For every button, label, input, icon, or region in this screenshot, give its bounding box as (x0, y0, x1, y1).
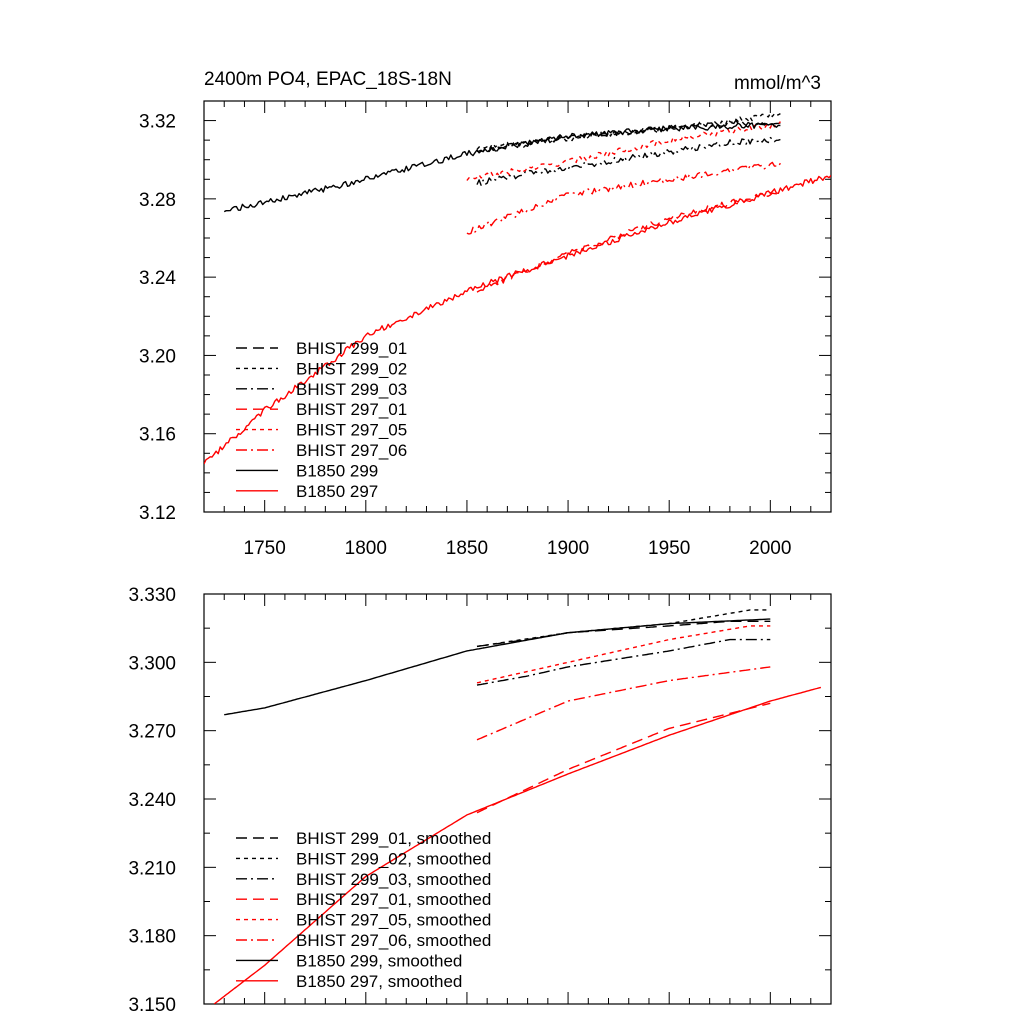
series-line (476, 638, 771, 686)
y-tick-label: 3.270 (128, 722, 176, 743)
series-line (466, 121, 781, 181)
legend-label: BHIST 299_02 (296, 359, 407, 378)
units-label: mmol/m^3 (734, 73, 821, 94)
series-line (476, 620, 771, 648)
series-line (476, 702, 771, 814)
series-line (204, 174, 831, 465)
series-line (224, 618, 771, 716)
x-tick-label: 1900 (547, 538, 589, 559)
series-group (204, 112, 831, 465)
y-tick-label: 3.24 (139, 268, 176, 289)
series-line (466, 161, 782, 235)
y-tick-label: 3.210 (128, 858, 176, 879)
legend-label: BHIST 297_06, smoothed (296, 931, 491, 950)
series-line (213, 686, 822, 1004)
legend-label: BHIST 299_01 (296, 339, 407, 358)
legend-label: B1850 297, smoothed (296, 972, 462, 991)
legend-label: BHIST 297_05 (296, 421, 407, 440)
legend-label: BHIST 297_06 (296, 441, 407, 460)
y-tick-label: 3.20 (139, 346, 176, 367)
legend-label: BHIST 299_03, smoothed (296, 870, 491, 889)
legend-label: BHIST 299_01, smoothed (296, 829, 491, 848)
legend-label: BHIST 299_03 (296, 380, 407, 399)
x-tick-label: 1950 (648, 538, 690, 559)
y-tick-label: 3.28 (139, 190, 176, 211)
x-tick-label: 1850 (446, 538, 488, 559)
y-tick-label: 3.32 (139, 112, 176, 133)
x-tick-label: 1750 (244, 538, 286, 559)
plot-frame (203, 100, 832, 513)
top-panel: 1750 1800 1850 1900 1950 2000 3.12 3.16 3.20 3.24… (139, 69, 832, 559)
x-tick-label: 1800 (345, 538, 387, 559)
series-line (223, 122, 781, 213)
x-tick-label: 2000 (749, 538, 791, 559)
bottom-panel: 3.150 3.180 3.210 3.240 3.270 3.300 3.330 BHIST… (128, 585, 832, 1016)
series-line (476, 190, 781, 293)
legend-label: B1850 299, smoothed (296, 951, 462, 970)
y-tick-label: 3.16 (139, 425, 176, 446)
legend-label: B1850 299 (296, 461, 378, 480)
series-line (476, 136, 781, 186)
y-tick-label: 3.330 (128, 585, 176, 606)
legend-label: BHIST 299_02, smoothed (296, 849, 491, 868)
legend-label: B1850 297 (296, 482, 378, 501)
y-tick-label: 3.180 (128, 927, 176, 948)
legend-label: BHIST 297_01 (296, 400, 407, 419)
legend-label: BHIST 297_01, smoothed (296, 890, 491, 909)
y-tick-label: 3.300 (128, 653, 176, 674)
legend-label: BHIST 297_05, smoothed (296, 911, 491, 930)
series-group (213, 609, 822, 1004)
y-tick-label: 3.12 (139, 503, 176, 524)
y-tick-label: 3.150 (128, 995, 176, 1016)
series-line (476, 625, 771, 684)
series-line (476, 666, 771, 741)
chart-title: 2400m PO4, EPAC_18S-18N (204, 69, 452, 90)
y-tick-label: 3.240 (128, 790, 176, 811)
series-line (476, 119, 781, 153)
series-line (476, 112, 781, 151)
